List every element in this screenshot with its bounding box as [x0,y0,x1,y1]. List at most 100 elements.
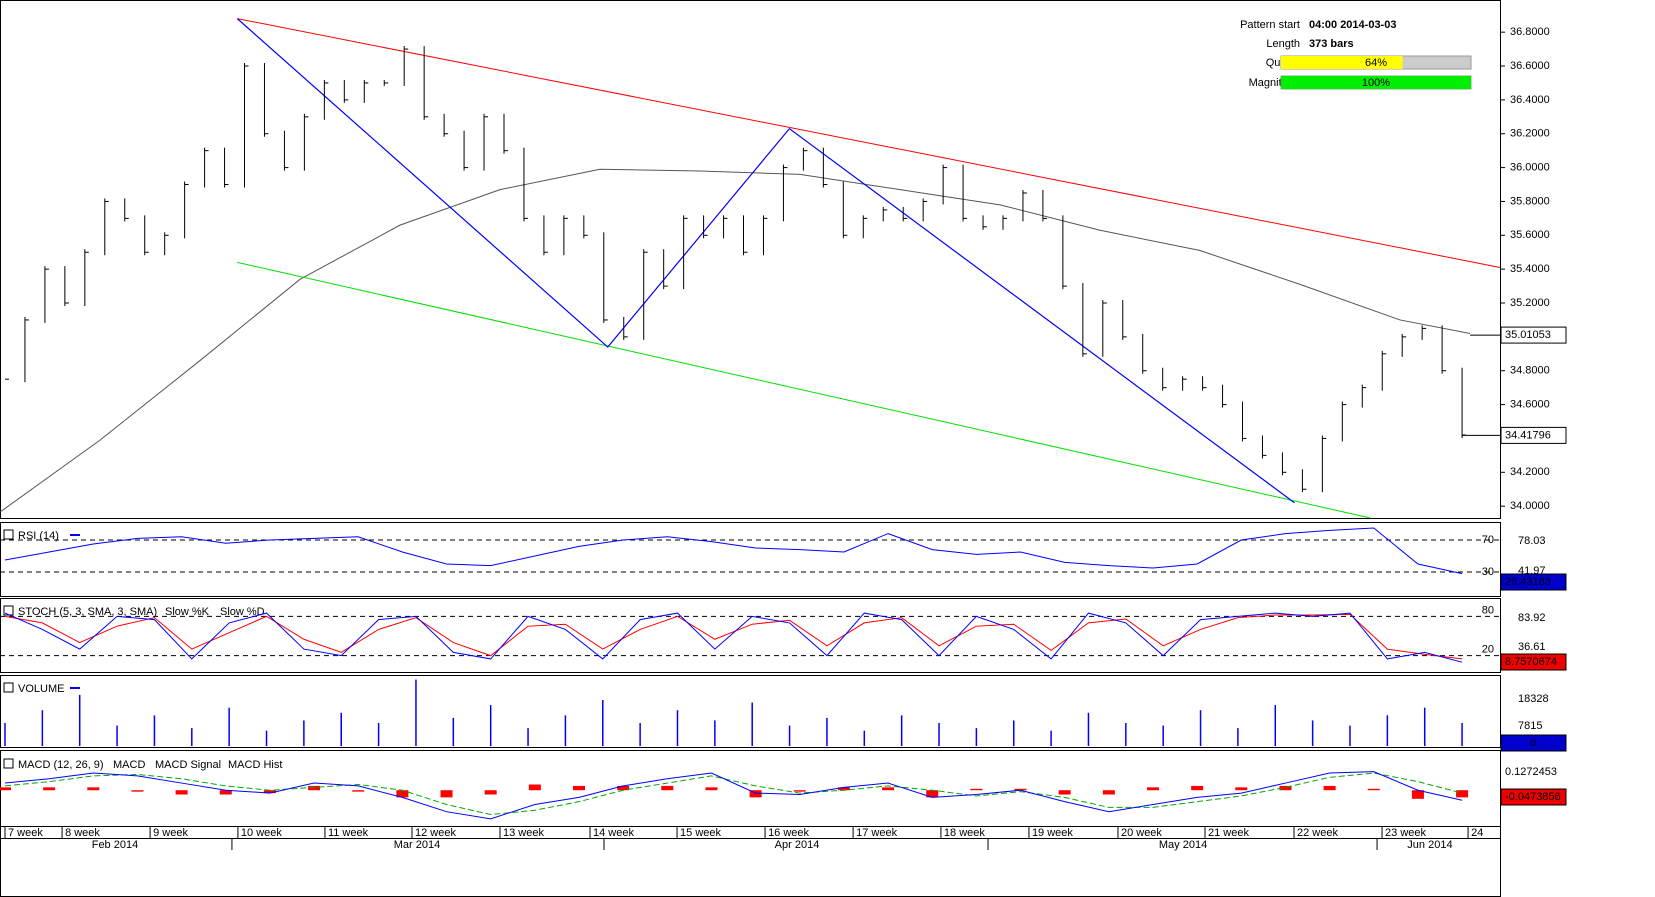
macd-hist [87,787,100,791]
legend-k: Slow %K [165,606,210,618]
macd-hist [219,790,232,795]
macd-hist [528,784,541,791]
value-box [1500,734,1567,752]
macd-hist [396,790,409,798]
volume-frame [0,675,1501,748]
resistance-line [237,18,1501,268]
value-label: 0 [1530,737,1536,749]
macd-hist [1014,788,1027,791]
meter [1281,56,1403,69]
macd-hist [793,790,806,792]
panel-title: VOLUME [18,683,64,695]
info-label: Length [1266,38,1300,50]
x-tick-label: 12 week [415,827,456,839]
level-label: 80 [1482,604,1494,616]
panel-title: MACD (12, 26, 9) [18,759,104,771]
value-label: -0.0473856 [1505,791,1561,803]
macd-line [4,771,1463,820]
y-tick-label: 36.8000 [1510,26,1550,38]
month-label: Mar 2014 [394,839,440,851]
y-tick-label: 35.6000 [1510,229,1550,241]
value-label: 35.01053 [1505,329,1551,341]
macd-hist [1456,790,1469,798]
x-tick-label: 19 week [1032,827,1073,839]
value-box [1500,653,1567,671]
level-label: 20 [1482,644,1494,656]
x-tick-label: 21 week [1208,827,1249,839]
macd-hist [1411,790,1424,799]
panel-icon [3,682,14,693]
scale-label: 83.92 [1518,612,1546,624]
macd-signal-line [4,772,1463,816]
y-tick-label: 35.2000 [1510,297,1550,309]
month-label: Apr 2014 [775,839,820,851]
macd-hist [1058,790,1071,795]
x-tick-label: 17 week [856,827,897,839]
x-tick-label: 8 week [65,827,100,839]
scale-label: 78.03 [1518,535,1546,547]
x-tick-label: 15 week [680,827,721,839]
level-label: 30 [1482,566,1494,578]
macd-hist [308,785,321,791]
macd-hist [0,787,11,791]
info-label: Pattern start [1240,19,1300,31]
legend-signal: MACD Signal [155,759,221,771]
y-tick-label: 36.4000 [1510,94,1550,106]
macd-hist [970,788,983,791]
macd-hist [1191,785,1204,791]
y-tick-label: 7815 [1518,720,1542,732]
x-tick-label: 13 week [503,827,544,839]
panel-icon [3,758,14,769]
macd-hist [175,790,188,795]
macd-hist [882,787,895,791]
y-tick-label: 36.6000 [1510,60,1550,72]
macd-hist [661,785,674,791]
y-tick-label: 34.0000 [1510,500,1550,512]
month-label: Jun 2014 [1407,839,1452,851]
price-frame [0,0,1501,519]
legend-d: Slow %D [220,606,265,618]
macd-hist [926,790,939,798]
x-tick-label: 11 week [328,827,369,839]
x-tick-label: 16 week [768,827,809,839]
y-tick-label: 36.2000 [1510,128,1550,140]
zigzag-line [236,18,1295,504]
legend-macd: MACD [113,759,145,771]
value-label: 26.43183 [1505,576,1551,588]
support-line [237,261,1371,519]
legend-hist: MACD Hist [228,759,282,771]
ma-line [0,168,1471,513]
macd-hist [352,790,365,792]
value-box [1500,326,1567,344]
value-label: 34.41796 [1505,429,1551,441]
panel-title: STOCH (5, 3, SMA, 3, SMA) [18,606,157,618]
meter-label: 100% [1362,77,1390,89]
y-tick-label: 34.6000 [1510,398,1550,410]
macd-hist [1235,787,1248,791]
scale-label: 0.1272453 [1505,766,1557,778]
value-box [1500,573,1567,591]
x-tick-label: 14 week [593,827,634,839]
macd-hist [1102,790,1115,795]
x-tick-label: 24 [1471,827,1483,839]
y-tick-label: 34.2000 [1510,466,1550,478]
macd-hist [837,787,850,791]
y-tick-label: 18328 [1518,693,1549,705]
x-tick-label: 7 week [8,827,43,839]
macd-hist [1279,785,1292,791]
panel-title: RSI (14) [18,530,59,542]
y-tick-label: 35.4000 [1510,263,1550,275]
x-tick-label: 18 week [944,827,985,839]
info-value: 373 bars [1309,38,1354,50]
meter-label: 64% [1365,57,1387,69]
value-box [1500,788,1567,806]
macd-hist [1367,788,1380,791]
rsi-line [4,527,1463,575]
macd-hist [749,790,762,798]
macd-hist [263,790,276,794]
y-tick-label: 35.8000 [1510,195,1550,207]
macd-hist [705,787,718,791]
value-box [1500,426,1567,444]
level-label: 70 [1482,534,1494,546]
